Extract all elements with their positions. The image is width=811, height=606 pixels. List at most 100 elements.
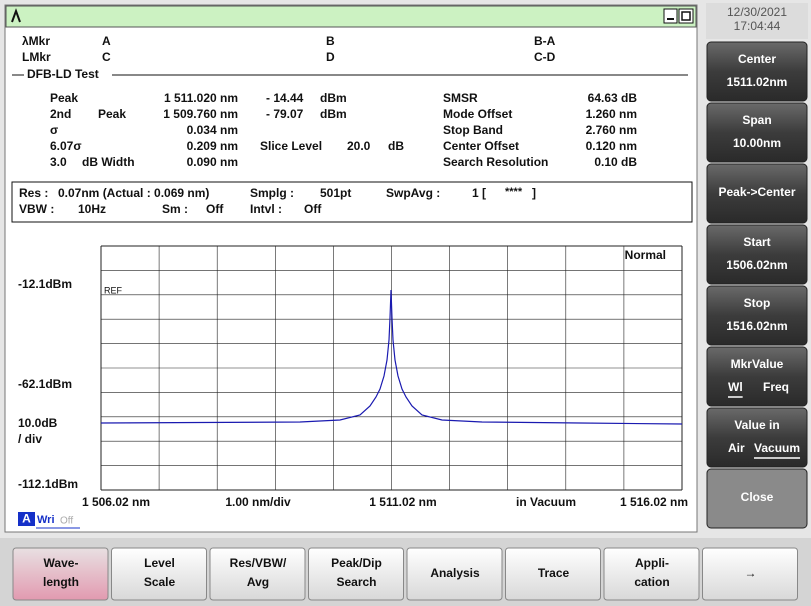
y-label: -62.1dBm (18, 377, 72, 391)
result-value: - 79.07 (266, 107, 304, 121)
tab-label: Appli- (635, 556, 669, 570)
x-label: 1 511.02 nm (369, 495, 436, 509)
tab-label: Wave- (44, 556, 79, 570)
side-button[interactable] (706, 407, 808, 468)
side-button-option: Freq (763, 380, 789, 394)
minimize-button[interactable] (663, 8, 678, 24)
result-unit: dBm (320, 91, 347, 105)
result-label: SMSR (443, 91, 478, 105)
x-label: 1.00 nm/div (225, 495, 291, 509)
setting-value: ] (532, 186, 536, 200)
tab-button[interactable] (603, 547, 700, 601)
side-button-option: Air (728, 441, 745, 455)
side-button-title: Close (741, 490, 774, 504)
marker-a: A (102, 34, 111, 48)
setting-value: **** (505, 186, 523, 198)
side-button-value: 10.00nm (733, 136, 781, 150)
tab-label: Peak/Dip (331, 556, 382, 570)
settings: Res : 0.07nm (Actual : 0.069 nm) Smplg :… (19, 186, 536, 216)
result-label: Search Resolution (443, 155, 548, 169)
setting-value: Off (304, 202, 322, 216)
marker-label: λMkr (22, 34, 50, 48)
result-label: 3.0 (50, 155, 67, 169)
y-label: -112.1dBm (18, 477, 78, 491)
tab-label: Analysis (430, 566, 480, 580)
main-window (4, 4, 698, 533)
side-button[interactable] (706, 346, 808, 407)
result-label: σ (50, 123, 58, 137)
side-button-value: 1516.02nm (726, 319, 787, 333)
result-label: Slice Level (260, 139, 322, 153)
side-button-option: Vacuum (754, 441, 800, 455)
result-value: 1 511.020 nm (164, 91, 238, 105)
status-trace: A (22, 512, 31, 526)
title-bar (5, 5, 697, 28)
result-value: - 14.44 (266, 91, 304, 105)
side-button[interactable] (706, 468, 808, 529)
side-button[interactable] (706, 41, 808, 102)
result-label: 6.07σ (50, 139, 82, 153)
marker-c: C (102, 50, 111, 64)
side-button[interactable] (706, 102, 808, 163)
bottom-tabs: Wave-length Level Scale Res/VBW/Avg Peak/Dip… (12, 547, 798, 601)
tab-label: → (745, 566, 757, 580)
tab-button[interactable] (111, 547, 207, 601)
result-label: Mode Offset (443, 107, 512, 121)
result-label: dB Width (82, 155, 135, 169)
test-title: DFB-LD Test (27, 67, 99, 81)
x-label: 1 506.02 nm (82, 495, 150, 509)
clock-time: 17:04:44 (734, 19, 781, 33)
tab-button[interactable] (308, 547, 404, 601)
setting-label: Sm : (162, 202, 188, 216)
result-label: 2nd (50, 107, 71, 121)
result-value: 0.090 nm (187, 155, 238, 169)
maximize-glyph (681, 11, 691, 21)
result-value: 0.034 nm (187, 123, 238, 137)
setting-label: Intvl : (250, 202, 282, 216)
tab-button[interactable] (702, 547, 798, 601)
setting-label: SwpAvg : (386, 186, 440, 200)
side-button-title: MkrValue (731, 357, 784, 371)
tab-button[interactable] (505, 547, 601, 601)
side-menu: Center 1511.02nm Span 10.00nm Peak->Center St… (706, 41, 808, 529)
maximize-button[interactable] (678, 8, 694, 24)
side-button-title: Peak->Center (718, 185, 795, 199)
tab-button[interactable] (12, 547, 109, 601)
result-unit: dBm (320, 107, 347, 121)
tab-button[interactable] (209, 547, 306, 601)
tab-button[interactable] (406, 547, 503, 601)
setting-value: Off (206, 202, 224, 216)
tab-label: Trace (538, 566, 570, 580)
spectrum-trace (100, 289, 683, 425)
side-button-title: Start (743, 235, 770, 249)
minimize-glyph (667, 18, 674, 20)
x-label: in Vacuum (516, 495, 576, 509)
side-button[interactable] (706, 163, 808, 224)
result-value: 0.10 dB (594, 155, 637, 169)
result-value: 2.760 nm (586, 123, 637, 137)
marker-diff: C-D (534, 50, 556, 64)
marker-diff: B-A (534, 34, 556, 48)
result-label: Peak (50, 91, 78, 105)
result-label: Stop Band (443, 123, 503, 137)
side-button-title: Center (738, 52, 776, 66)
side-button-value: 1506.02nm (726, 258, 787, 272)
setting-label: VBW : (19, 202, 54, 216)
y-label: / div (18, 432, 42, 446)
settings-box (11, 181, 693, 223)
marker-d: D (326, 50, 335, 64)
side-button-option: Wl (728, 380, 743, 394)
side-button[interactable] (706, 285, 808, 346)
plot-grid (100, 245, 683, 491)
status-off: Off (60, 516, 73, 527)
results: Peak 1 511.020 nm - 14.44 dBm 2nd Peak 1… (50, 91, 637, 169)
trace-mode: Normal (625, 248, 666, 262)
result-value: 1 509.760 nm (163, 107, 238, 121)
y-label: -12.1dBm (18, 277, 72, 291)
side-button-title: Stop (744, 296, 771, 310)
tab-label: Avg (247, 575, 269, 589)
setting-value: 501pt (320, 186, 351, 200)
side-button[interactable] (706, 224, 808, 285)
clock-panel (706, 3, 808, 39)
